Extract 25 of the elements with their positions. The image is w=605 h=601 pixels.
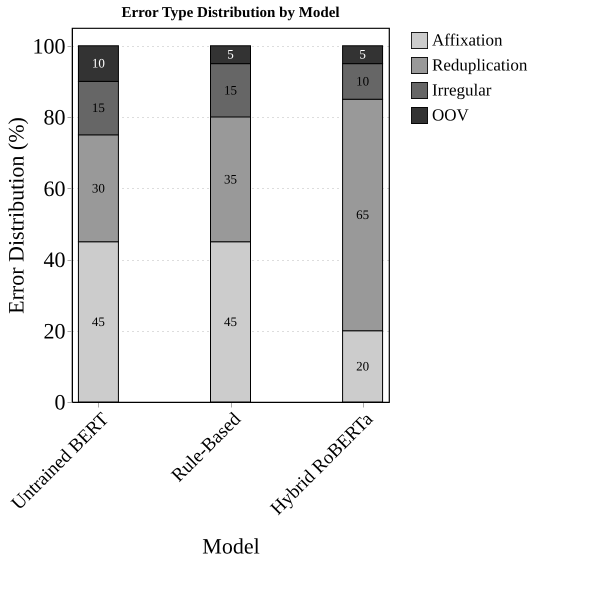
data-label: 15 xyxy=(224,82,237,98)
legend-label: Irregular xyxy=(432,80,492,100)
y-tick-label: 80 xyxy=(44,104,66,130)
data-label: 45 xyxy=(92,314,105,329)
data-label: 5 xyxy=(359,46,366,62)
y-tick-label: 40 xyxy=(44,247,66,272)
chart-title: Error Type Distribution by Model xyxy=(121,5,340,21)
y-tick-label: 100 xyxy=(32,33,66,58)
data-label: 30 xyxy=(92,180,105,196)
legend-label: Affixation xyxy=(432,30,504,50)
x-axis-title: Model xyxy=(202,534,260,559)
y-axis-title: Error Distribution (%) xyxy=(4,117,28,314)
data-label: 15 xyxy=(92,100,105,116)
data-label: 10 xyxy=(92,56,105,71)
y-tick-label: 60 xyxy=(44,176,66,201)
data-label: 45 xyxy=(224,314,237,329)
data-label: 35 xyxy=(224,171,237,186)
data-label: 20 xyxy=(356,358,370,374)
y-tick-label: 20 xyxy=(44,318,66,344)
data-label: 65 xyxy=(356,207,370,222)
data-label: 5 xyxy=(227,46,234,62)
y-tick-label: 0 xyxy=(54,390,66,414)
legend-label: OOV xyxy=(432,106,470,124)
data-label: 10 xyxy=(356,73,370,88)
legend-label: Reduplication xyxy=(432,56,528,74)
